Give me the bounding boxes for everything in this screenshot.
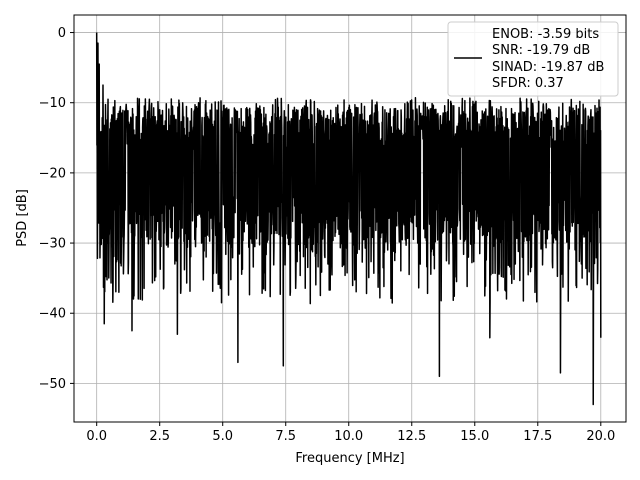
legend-line-snr: SNR: -19.79 dB: [492, 43, 590, 58]
axis-ticks: 0.0 2.5 5.0 7.5 10.0 12.5 15.0 17.5 20.0 0 −10 −20 −…: [39, 26, 616, 444]
y-tick-label: −40: [39, 307, 66, 322]
y-tick-label: −50: [39, 377, 66, 392]
x-tick-label: 5.0: [212, 429, 233, 444]
legend: ENOB: -3.59 bits SNR: -19.79 dB SINAD: -…: [447, 21, 619, 97]
x-axis-title: Frequency [MHz]: [295, 451, 404, 466]
x-tick-label: 15.0: [460, 429, 489, 444]
plot-frame: [73, 14, 627, 423]
y-tick-label: 0: [58, 26, 66, 41]
y-tick-label: −20: [39, 166, 66, 181]
y-tick-label: −30: [39, 237, 66, 252]
x-tick-label: 0.0: [86, 429, 107, 444]
legend-box: [447, 21, 619, 97]
legend-line-enob: ENOB: -3.59 bits: [492, 27, 599, 42]
x-tick-label: 12.5: [397, 429, 426, 444]
legend-line-sinad: SINAD: -19.87 dB: [492, 60, 604, 75]
y-axis-title: PSD [dB]: [15, 189, 30, 247]
x-tick-label: 17.5: [523, 429, 552, 444]
x-tick-label: 2.5: [149, 429, 170, 444]
x-tick-label: 10.0: [334, 429, 363, 444]
y-tick-label: −10: [39, 96, 66, 111]
x-tick-label: 7.5: [275, 429, 296, 444]
legend-line-sfdr: SFDR: 0.37: [492, 76, 564, 91]
x-tick-label: 20.0: [586, 429, 615, 444]
psd-series-line: [95, 32, 602, 406]
